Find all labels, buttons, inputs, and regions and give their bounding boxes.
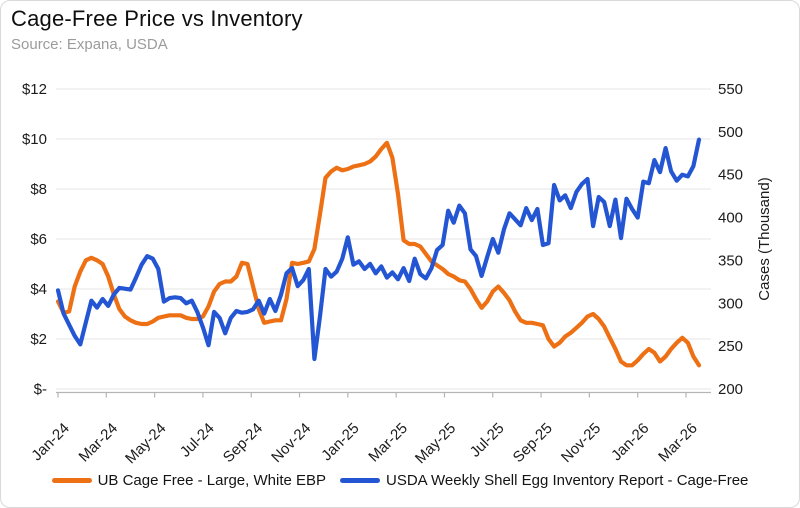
left-axis-tick-label: $12 — [22, 81, 47, 98]
right-axis-tick-label: 500 — [718, 124, 743, 141]
x-axis-tick-label: Mar-25 — [365, 420, 411, 466]
left-axis-tick-label: $4 — [30, 281, 47, 298]
legend-label: UB Cage Free - Large, White EBP — [97, 472, 327, 489]
right-axis-tick-label: 300 — [718, 295, 743, 312]
x-axis-tick-label: Nov-25 — [558, 420, 604, 466]
x-axis-tick-label: Sep-24 — [220, 420, 266, 466]
right-axis-tick-label: 400 — [718, 210, 743, 227]
chart-legend: UB Cage Free - Large, White EBP USDA Week… — [1, 472, 799, 489]
legend-item: UB Cage Free - Large, White EBP — [51, 472, 327, 489]
x-axis-tick-label: May-24 — [122, 420, 169, 466]
series-line-price — [55, 140, 702, 368]
right-axis-tick-label: 250 — [718, 338, 743, 355]
right-axis-tick-label: 550 — [718, 81, 743, 98]
legend-item: USDA Weekly Shell Egg Inventory Report -… — [340, 472, 748, 489]
chart-source: Source: Expana, USDA — [11, 36, 168, 53]
x-axis-tick-label: Sep-25 — [510, 420, 556, 466]
right-axis-tick-label: 200 — [718, 381, 743, 398]
left-axis-tick-label: $6 — [30, 231, 47, 248]
legend-line-swatch-icon — [340, 478, 381, 483]
series-line-inventory — [55, 137, 702, 362]
chart-plot: $12 $10 $8 $6 $4 $2 $- 550 500 450 400 350 300 250 200… — [22, 81, 773, 466]
right-axis-tick-label: 450 — [718, 167, 743, 184]
left-axis-tick-label: $2 — [30, 331, 47, 348]
left-axis-tick-label: $- — [34, 381, 47, 398]
x-axis-tick-label: Mar-24 — [76, 420, 122, 466]
left-axis-tick-label: $8 — [30, 181, 47, 198]
x-axis-tick-label: Mar-26 — [655, 420, 701, 466]
x-axis-tick-label: Nov-24 — [268, 420, 314, 466]
left-axis-tick-label: $10 — [22, 131, 47, 148]
x-axis-tick-label: Jul-25 — [467, 420, 508, 461]
x-axis-tick-label: Jan-26 — [608, 420, 652, 464]
chart-title: Cage-Free Price vs Inventory — [11, 6, 303, 31]
x-axis-tick-label: Jul-24 — [177, 420, 218, 461]
legend-label: USDA Weekly Shell Egg Inventory Report -… — [386, 472, 749, 489]
x-axis-tick-label: Jan-24 — [28, 420, 72, 464]
legend-line-swatch-icon — [51, 478, 92, 483]
x-axis-tick-label: May-25 — [412, 420, 459, 466]
right-axis-tick-label: 350 — [718, 252, 743, 269]
x-axis-tick-label: Jan-25 — [318, 420, 362, 464]
right-axis-title: Cases (Thousand) — [756, 177, 773, 300]
